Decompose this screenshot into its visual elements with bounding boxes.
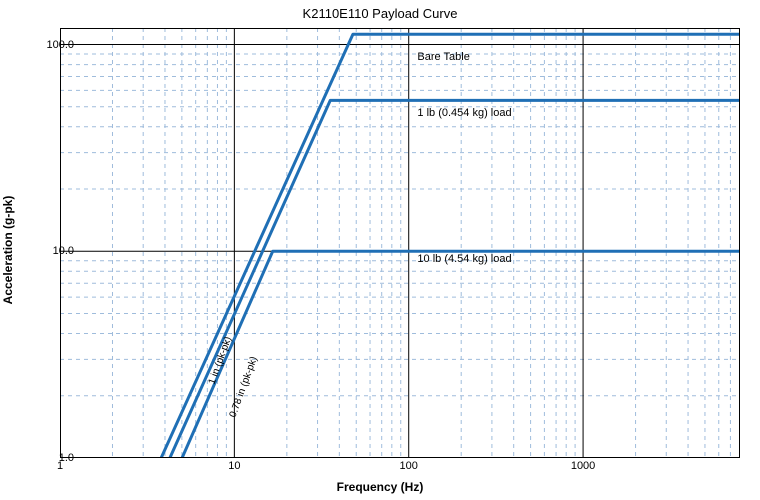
plot-area (60, 28, 740, 458)
x-tick-label: 100 (400, 460, 418, 472)
y-tick-label: 10.0 (53, 245, 74, 257)
series-label-bare_table: Bare Table (417, 51, 469, 63)
payload-curve-chart: K2110E110 Payload Curve Acceleration (g-… (0, 0, 760, 500)
series-label-load_10lb: 10 lb (4.54 kg) load (417, 253, 511, 265)
chart-title: K2110E110 Payload Curve (0, 6, 760, 21)
series-label-load_1lb: 1 lb (0.454 kg) load (417, 107, 511, 119)
x-tick-label: 10 (228, 460, 240, 472)
plot-svg (60, 28, 740, 458)
x-axis-label: Frequency (Hz) (0, 480, 760, 494)
x-tick-label: 1 (57, 460, 63, 472)
y-tick-label: 100.0 (46, 39, 74, 51)
x-tick-label: 1000 (571, 460, 595, 472)
y-axis-label: Acceleration (g-pk) (1, 196, 15, 305)
